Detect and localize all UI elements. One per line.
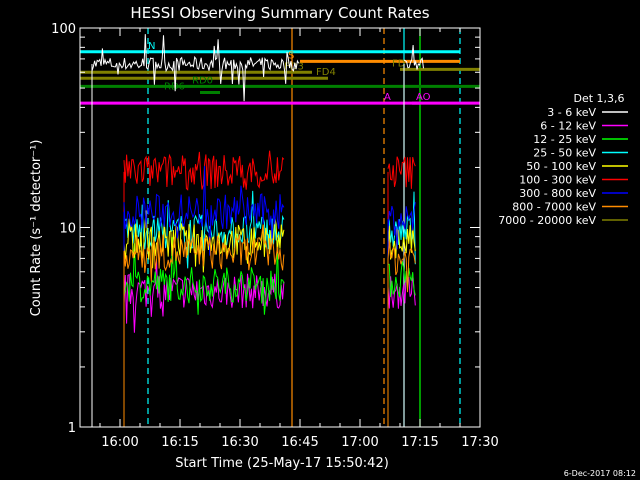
x-tick-label: 16:15 (161, 435, 198, 450)
x-tick-label: 17:15 (401, 435, 438, 450)
flag-label: RD6 (164, 81, 185, 92)
x-tick-label: 16:45 (281, 435, 318, 450)
legend-entry: 3 - 6 keV (547, 106, 596, 119)
series-traces (91, 34, 424, 427)
legend-entry: 12 - 25 keV (533, 133, 596, 146)
series-trace (123, 259, 285, 333)
series-trace (403, 44, 424, 70)
legend-entry: 50 - 100 keV (526, 160, 596, 173)
chart-title: HESSI Observing Summary Count Rates (130, 4, 429, 22)
y-tick-label: 100 (51, 22, 76, 37)
legend-entry: 800 - 7000 keV (512, 201, 596, 214)
legend-entry: 25 - 50 keV (533, 147, 596, 160)
x-tick-label: 17:00 (341, 435, 378, 450)
series-trace (387, 273, 416, 309)
series-trace (123, 165, 285, 256)
series-trace (387, 202, 416, 250)
flag-label: AO (416, 92, 431, 103)
y-tick-label: 10 (59, 222, 76, 237)
series-trace (387, 261, 416, 298)
flag-label: N (148, 41, 155, 52)
series-trace (91, 34, 300, 102)
flag-label: RD0 (192, 75, 213, 86)
y-axis: 1 10 100 (51, 22, 480, 436)
series-trace (387, 240, 416, 293)
flag-label: S (288, 50, 294, 61)
flag-label: FD (392, 58, 406, 69)
x-tick-label: 16:00 (101, 435, 138, 450)
x-axis-label: Start Time (25-May-17 15:50:42) (175, 456, 389, 471)
legend-entry: 7000 - 20000 keV (498, 214, 596, 227)
legend-title: Det 1,3,6 (573, 92, 624, 105)
y-tick-label: 1 (68, 421, 76, 436)
series-trace (123, 190, 285, 269)
series-trace (123, 224, 285, 282)
y-axis-label: Count Rate (s⁻¹ detector⁻¹) (29, 140, 44, 317)
flag-label: FD4 (316, 67, 336, 78)
series-trace (387, 156, 416, 189)
series-trace (123, 237, 285, 315)
footer-date: 6-Dec-2017 08:12 (564, 469, 636, 478)
x-axis: 16:00 16:15 16:30 16:45 17:00 17:15 17:30 (99, 28, 499, 450)
x-tick-label: 17:30 (461, 435, 498, 450)
legend-entry: 6 - 12 keV (540, 120, 596, 133)
flag-label: A (384, 92, 391, 103)
x-tick-label: 16:30 (221, 435, 258, 450)
legend-entry: 100 - 300 keV (519, 174, 596, 187)
legend-entry: 300 - 800 keV (519, 187, 596, 200)
